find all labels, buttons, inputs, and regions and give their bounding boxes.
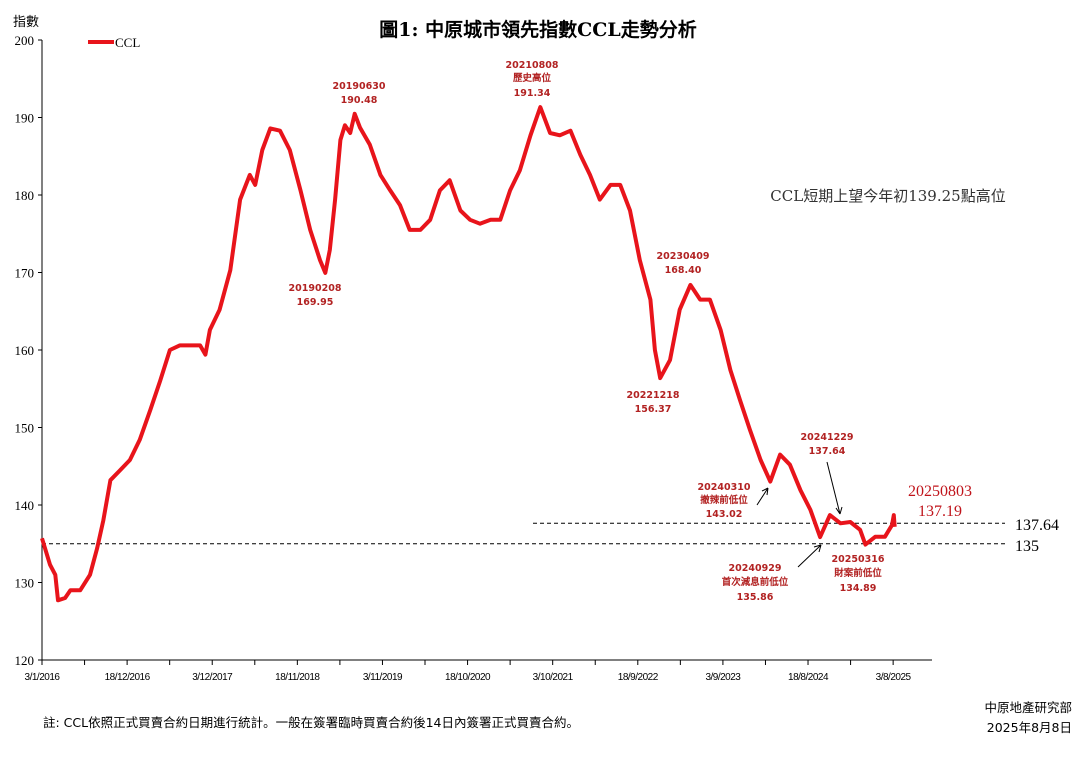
annotation-date: 20190630 [333,81,386,92]
arrow-icon [797,544,822,568]
x-tick-label: 3/12/2017 [192,672,233,683]
x-tick-label: 18/8/2024 [788,672,829,683]
y-tick-label: 180 [15,188,35,203]
annotation-date: 20241229 [801,432,854,443]
annotation-value: 137.64 [809,446,846,457]
footer-note: 註: CCL依照正式買賣合約日期進行統計。一般在簽署臨時買賣合約後14日內簽署正… [43,715,579,730]
annotation-value-latest: 137.19 [918,503,962,520]
annotation-desc: 首次減息前低位 [722,576,789,588]
x-tick-label: 3/8/2025 [876,672,912,683]
annotation-desc: 撤辣前低位 [700,494,748,506]
annotation-value: 169.95 [297,297,334,308]
annotation-value: 135.86 [737,592,774,603]
y-axis-label: 指數 [13,15,39,30]
arrow-icon [826,461,843,515]
x-tick-label: 3/10/2021 [533,672,574,683]
y-tick-label: 140 [15,498,35,513]
annotation-date: 20240310 [698,482,751,493]
annotation-value: 143.02 [706,509,743,520]
headline-annotation: CCL短期上望今年初139.25點高位 [770,187,1005,205]
x-tick-label: 3/11/2019 [363,672,403,683]
legend: CCL [88,35,140,50]
annotation-desc: 財案前低位 [833,567,882,579]
y-tick-label: 150 [15,421,35,436]
x-tick-label: 3/9/2023 [705,672,741,683]
arrow-icon [756,487,769,506]
annotation-value: 168.40 [665,265,702,276]
y-axis: 120 130 140 150 160 170 180 190 200 [15,33,43,668]
annotation-date: 20230409 [657,251,710,262]
annotation-value: 134.89 [840,583,877,594]
footer-date: 2025年8月8日 [987,720,1072,735]
annotation-value: 156.37 [635,404,672,415]
ref-label-137-64: 137.64 [1015,517,1059,534]
x-tick-label: 18/10/2020 [445,672,491,683]
y-tick-label: 200 [15,33,35,48]
series-line-ccl [40,105,897,603]
y-tick-label: 160 [15,343,35,358]
annotation-value: 190.48 [341,95,378,106]
x-tick-label: 3/1/2016 [25,672,61,683]
annotation-date: 20190208 [289,283,342,294]
legend-label-ccl: CCL [115,35,140,50]
x-tick-label: 18/12/2016 [105,672,151,683]
chart-title: 圖1: 中原城市領先指數CCL走勢分析 [379,18,696,41]
annotation-date: 20221218 [627,390,680,401]
footer-source: 中原地產研究部 [984,700,1072,715]
x-axis: 3/1/2016 18/12/2016 3/12/2017 18/11/2018 3/1… [25,659,932,683]
annotation-date: 20210808 [506,60,559,71]
annotation-arrows [756,461,843,568]
y-tick-label: 190 [15,111,35,126]
annotation-date-latest: 20250803 [908,483,972,500]
y-tick-label: 120 [15,653,35,668]
x-tick-label: 18/9/2022 [618,672,659,683]
ref-label-135: 135 [1015,538,1039,555]
y-tick-label: 130 [15,576,35,591]
y-tick-label: 170 [15,266,35,281]
reference-lines: 137.64 135 [42,517,1059,555]
annotation-date: 20250316 [832,554,885,565]
x-tick-label: 18/11/2018 [275,672,320,683]
annotation-date: 20240929 [729,563,782,574]
annotation-value: 191.34 [514,88,551,99]
annotation-desc: 歷史高位 [513,72,552,84]
annotations: 20190630 190.48 20190208 169.95 20210808… [289,60,1006,603]
